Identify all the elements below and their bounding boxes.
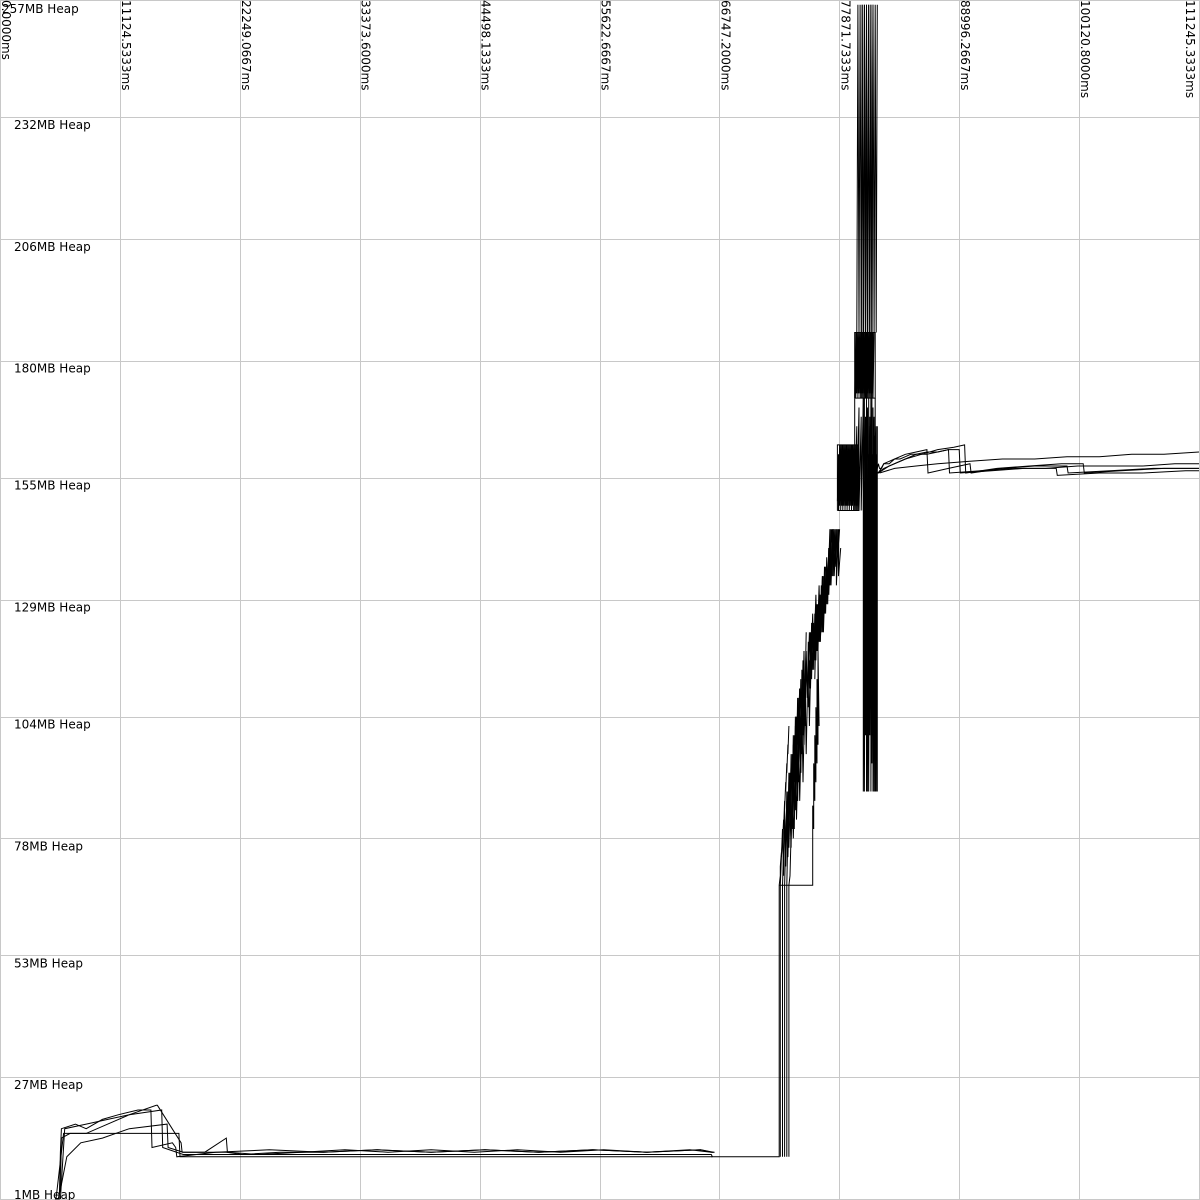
heap-series-line	[788, 622, 813, 1157]
x-tick-label: 100120.8000ms	[1078, 0, 1092, 98]
heap-series-line	[876, 448, 1199, 474]
heap-series-line	[862, 398, 878, 792]
y-tick-label: 180MB Heap	[14, 362, 91, 376]
heap-series-line	[711, 725, 790, 1158]
y-tick-label: 27MB Heap	[14, 1078, 83, 1092]
y-tick-label: 78MB Heap	[14, 839, 83, 853]
heap-series-line	[860, 4, 874, 399]
x-tick-label: 55622.6667ms	[599, 0, 613, 90]
x-tick-label: 11124.5333ms	[119, 0, 133, 90]
y-tick-label: 155MB Heap	[14, 479, 91, 493]
heap-series-line	[878, 444, 1199, 474]
heap-series-line	[59, 1123, 714, 1190]
y-tick-label: 129MB Heap	[14, 601, 91, 615]
x-tick-label: 22249.0667ms	[239, 0, 253, 90]
series-group	[55, 4, 1200, 1200]
heap-series-line	[55, 1132, 713, 1200]
y-tick-label: 232MB Heap	[14, 118, 91, 132]
x-tick-label: 44498.1333ms	[479, 0, 493, 90]
x-tick-label: 66747.2000ms	[718, 0, 732, 90]
x-tick-label: 77871.7333ms	[838, 0, 852, 90]
x-tick-label: 0.0000ms	[0, 0, 13, 60]
heap-series-line	[854, 332, 875, 399]
x-tick-label: 88996.2667ms	[958, 0, 972, 90]
y-tick-label: 53MB Heap	[14, 956, 83, 970]
y-tick-label: 104MB Heap	[14, 718, 91, 732]
x-tick-label: 111245.3333ms	[1183, 0, 1197, 98]
heap-series-line	[819, 529, 841, 642]
x-tick-labels: 0.0000ms 11124.5333ms 22249.0667ms 33373.60…	[0, 0, 1197, 98]
heap-series-line	[879, 451, 1200, 474]
heap-series-line	[779, 650, 820, 886]
y-tick-label: 257MB Heap	[2, 2, 79, 16]
y-tick-labels: 1MB Heap 27MB Heap 53MB Heap 78MB Heap 104MB…	[2, 2, 91, 1200]
y-tick-label: 206MB Heap	[14, 240, 91, 254]
y-tick-label: 1MB Heap	[14, 1188, 75, 1200]
heap-series-line	[827, 529, 842, 595]
heap-series-line	[59, 1109, 713, 1200]
x-tick-label: 33373.6000ms	[359, 0, 373, 90]
heap-series-line	[57, 1104, 715, 1200]
